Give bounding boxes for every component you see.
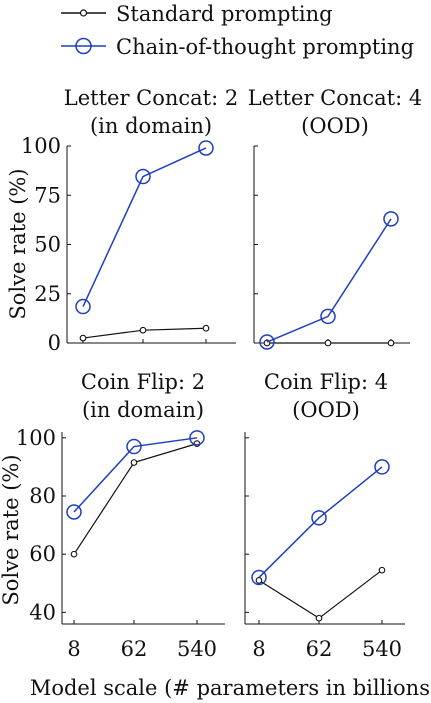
series-line-standard [258, 569, 383, 619]
x-tick-label: 540 [362, 637, 402, 661]
data-point-standard [315, 614, 323, 622]
x-axis-label: Model scale (# parameters in billions) [30, 676, 431, 700]
data-point-standard [387, 339, 395, 347]
y-tick-label: 100 [21, 134, 61, 158]
y-tick-label: 75 [34, 183, 61, 207]
data-point-cot [198, 140, 214, 156]
data-point-cot [126, 438, 142, 455]
data-point-standard [139, 326, 147, 334]
y-tick-label: 60 [29, 542, 56, 566]
y-tick-label: 25 [34, 282, 61, 306]
panel-letter-concat-4 [253, 145, 410, 350]
data-point-cot [251, 569, 267, 586]
data-point-standard [79, 334, 87, 342]
legend: Standard prompting Chain-of-thought prom… [61, 2, 414, 59]
panel-coin-flip-2: 40 60 80 100 8 62 540 [16, 426, 225, 661]
panel-2-title-line-1: Letter Concat: 4 [248, 86, 422, 110]
panel-4-title-line-2: (OOD) [292, 398, 360, 422]
x-tick-label: 8 [252, 637, 265, 661]
data-point-cot [75, 298, 91, 315]
legend-cot-label: Chain-of-thought prompting [116, 35, 414, 59]
data-point-standard [70, 550, 78, 558]
data-point-standard [378, 566, 386, 574]
data-point-standard [202, 324, 210, 332]
x-tick-label: 8 [67, 637, 80, 661]
series-line-cot [73, 437, 198, 513]
data-point-cot [259, 334, 275, 350]
panel-3-title-line-2: (in domain) [82, 398, 204, 422]
data-point-cot [135, 168, 151, 185]
data-point-standard [193, 440, 201, 447]
panel-3-title-line-1: Coin Flip: 2 [81, 370, 205, 394]
y-axis-label-top: Solve rate (%) [6, 168, 30, 319]
data-point-cot [311, 510, 327, 526]
y-tick-label: 100 [16, 426, 56, 450]
panel-coin-flip-4: 8 62 540 [244, 432, 405, 661]
legend-standard-label: Standard prompting [116, 2, 333, 26]
data-point-standard [324, 339, 332, 347]
data-point-cot [189, 430, 205, 446]
x-tick-label: 62 [306, 637, 333, 661]
legend-standard-marker [79, 9, 88, 17]
y-tick-label: 40 [29, 600, 56, 624]
y-tick-label: 0 [48, 331, 61, 355]
x-tick-label: 62 [121, 637, 148, 661]
panel-2-title-line-2: (OOD) [301, 114, 369, 138]
panel-1-title-line-1: Letter Concat: 2 [64, 86, 238, 110]
panel-1-title-line-2: (in domain) [90, 114, 212, 138]
x-tick-label: 540 [177, 637, 217, 661]
y-axis-label-bottom: Solve rate (%) [0, 454, 23, 605]
panel-4-title-line-1: Coin Flip: 4 [264, 370, 388, 394]
data-point-cot [383, 211, 399, 227]
legend-cot-marker [75, 37, 92, 55]
y-tick-label: 50 [34, 233, 61, 257]
data-point-standard [130, 459, 138, 466]
series-line-cot [258, 466, 383, 578]
data-point-cot [320, 308, 336, 325]
data-point-standard [255, 577, 263, 584]
series-line-cot [82, 147, 207, 307]
data-point-cot [374, 459, 390, 475]
data-point-cot [66, 504, 82, 520]
series-line-cot [266, 218, 392, 343]
y-tick-label: 80 [29, 484, 56, 508]
panel-letter-concat-2: 0 25 50 75 100 [21, 134, 236, 355]
